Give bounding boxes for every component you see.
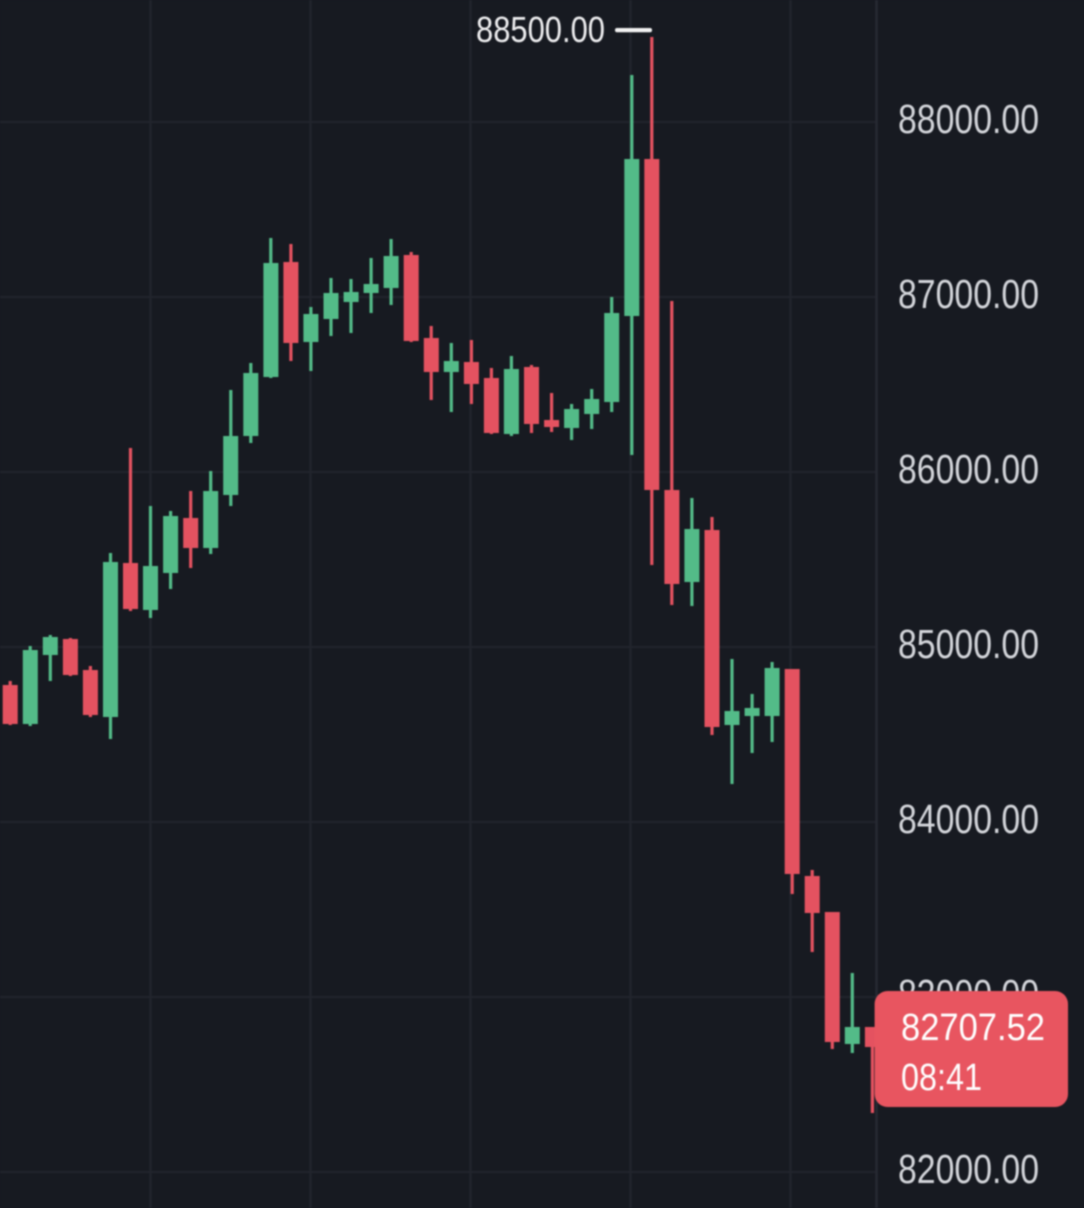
svg-text:88500.00: 88500.00: [476, 9, 605, 50]
svg-text:86000.00: 86000.00: [898, 446, 1039, 492]
svg-text:85000.00: 85000.00: [898, 621, 1039, 667]
svg-text:82707.52: 82707.52: [901, 1007, 1045, 1049]
svg-text:82000.00: 82000.00: [898, 1146, 1039, 1192]
svg-text:84000.00: 84000.00: [898, 796, 1039, 842]
svg-text:08:41: 08:41: [901, 1057, 982, 1099]
svg-text:88000.00: 88000.00: [898, 96, 1039, 142]
svg-text:87000.00: 87000.00: [898, 271, 1039, 317]
